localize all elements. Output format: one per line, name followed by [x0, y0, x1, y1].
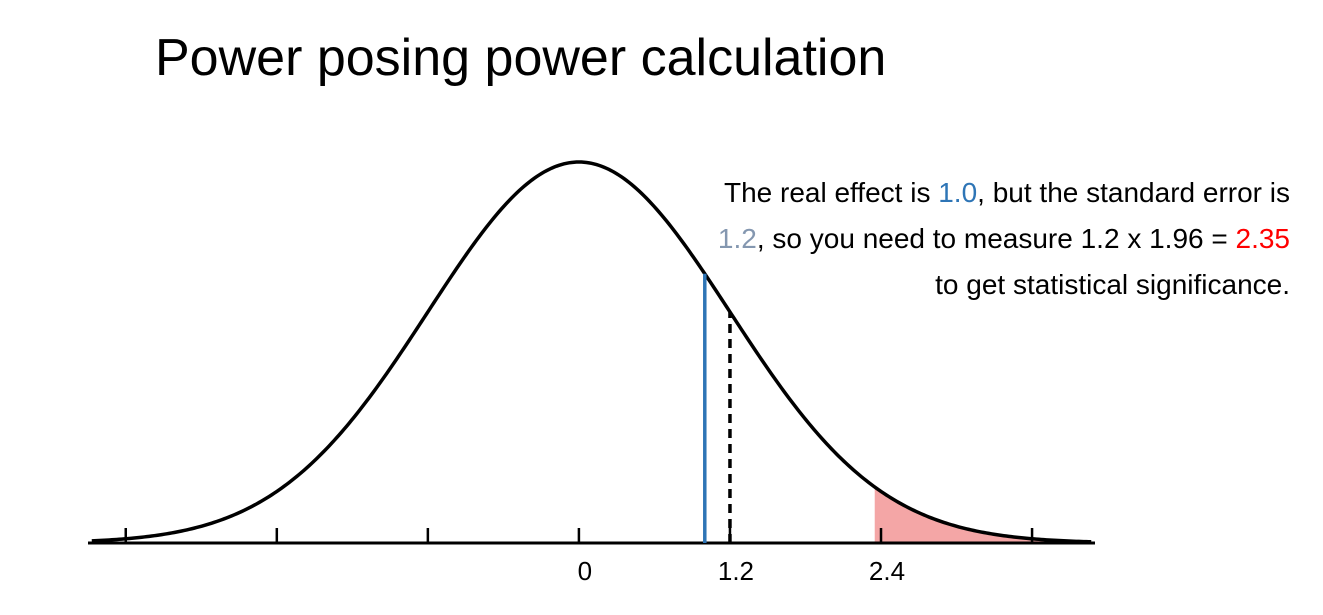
effect-value: 1.0 [938, 177, 978, 208]
annotation-text: , so you need to measure 1.2 x 1.96 = [756, 223, 1236, 254]
annotation-text: The real effect is [723, 177, 939, 208]
density-curve [91, 160, 1092, 544]
se-value: 1.2 [717, 223, 757, 254]
tail-area [874, 487, 1095, 543]
x-tick-label: 0 [578, 556, 592, 586]
annotation-text: , but the standard error is [977, 177, 1290, 208]
slide-title: Power posing power calculation [155, 29, 887, 87]
annotation-text: to get statistical significance. [935, 269, 1290, 300]
x-tick-label: 2.4 [869, 556, 905, 586]
threshold-value: 2.35 [1235, 223, 1291, 254]
annotation: The real effect is 1.0, but the standard… [700, 170, 1290, 308]
x-tick-label: 1.2 [718, 556, 754, 586]
